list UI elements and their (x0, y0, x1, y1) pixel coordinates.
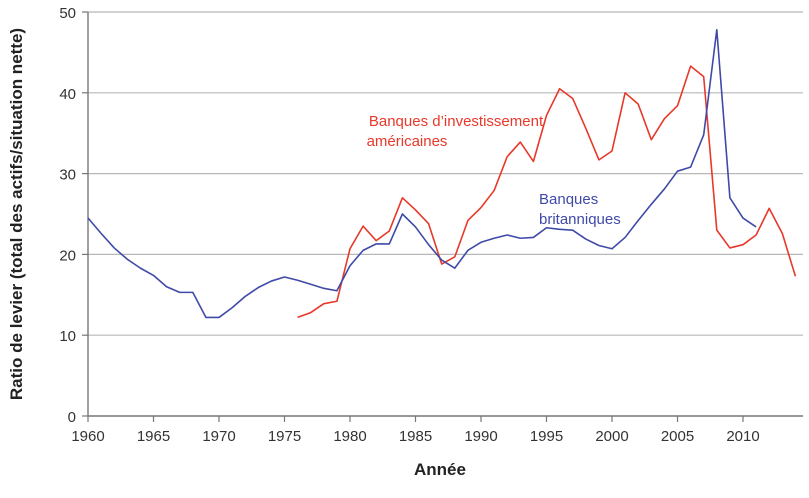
x-tick-label: 2000 (595, 428, 628, 445)
x-tick-label: 1995 (530, 428, 563, 445)
y-tick-label: 20 (59, 247, 76, 264)
x-tick-label: 1985 (399, 428, 432, 445)
series-line-uk (87, 28, 757, 319)
x-axis-label: Année (414, 460, 466, 479)
series-label: Banques d’investissement (369, 113, 544, 130)
y-tick-label: 40 (59, 86, 76, 103)
y-tick-label: 30 (59, 167, 76, 184)
series-line-us (297, 65, 797, 319)
x-tick-label: 1960 (71, 428, 104, 445)
y-tick-label: 50 (59, 5, 76, 22)
y-axis-label: Ratio de levier (total des actifs/situat… (7, 28, 26, 400)
series-label: Banques (539, 191, 598, 208)
series-label: américaines (367, 133, 448, 150)
x-tick-label: 1975 (268, 428, 301, 445)
x-tick-label: 1970 (202, 428, 235, 445)
x-tick-label: 2005 (661, 428, 694, 445)
y-tick-label: 0 (68, 409, 76, 426)
x-tick-label: 1990 (464, 428, 497, 445)
x-tick-label: 1980 (333, 428, 366, 445)
x-tick-label: 2010 (726, 428, 759, 445)
x-tick-label: 1965 (137, 428, 170, 445)
series-label: britanniques (539, 211, 621, 228)
y-tick-label: 10 (59, 328, 76, 345)
